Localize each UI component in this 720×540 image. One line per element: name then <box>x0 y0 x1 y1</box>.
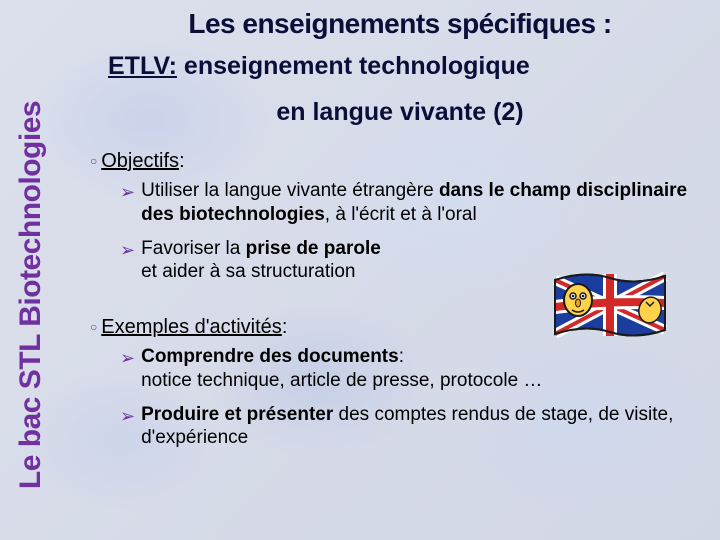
list-item: ➢ Comprendre des documents:notice techni… <box>120 345 704 393</box>
page-title: Les enseignements spécifiques : <box>100 8 700 40</box>
subtitle-rest: enseignement technologique <box>177 52 530 80</box>
arrow-bullet-icon: ➢ <box>120 347 135 370</box>
item-text: Utiliser la langue vivante étrangère dan… <box>141 179 704 227</box>
circle-bullet-icon: ○ <box>90 320 97 334</box>
item-text: Produire et présenter des comptes rendus… <box>141 403 704 451</box>
uk-flag-cartoon-icon <box>550 270 670 340</box>
item-text: Comprendre des documents:notice techniqu… <box>141 345 704 393</box>
list-item: ➢ Produire et présenter des comptes rend… <box>120 403 704 451</box>
sidebar: Le bac STL Biotechnologies <box>6 70 56 520</box>
exemples-label: Exemples d'activités <box>101 316 282 338</box>
sidebar-label: Le bac STL Biotechnologies <box>14 101 48 489</box>
objectifs-label: Objectifs <box>101 150 179 172</box>
arrow-bullet-icon: ➢ <box>120 239 135 262</box>
etlv-label: ETLV: <box>108 52 177 80</box>
list-item: ➢ Utiliser la langue vivante étrangère d… <box>120 179 704 227</box>
arrow-bullet-icon: ➢ <box>120 181 135 204</box>
circle-bullet-icon: ○ <box>90 154 97 168</box>
arrow-bullet-icon: ➢ <box>120 405 135 428</box>
subtitle-line2: en langue vivante (2) <box>100 98 700 127</box>
objectifs-heading: ○ Objectifs: <box>90 150 704 173</box>
subtitle-line1: ETLV: enseignement technologique <box>100 52 700 81</box>
